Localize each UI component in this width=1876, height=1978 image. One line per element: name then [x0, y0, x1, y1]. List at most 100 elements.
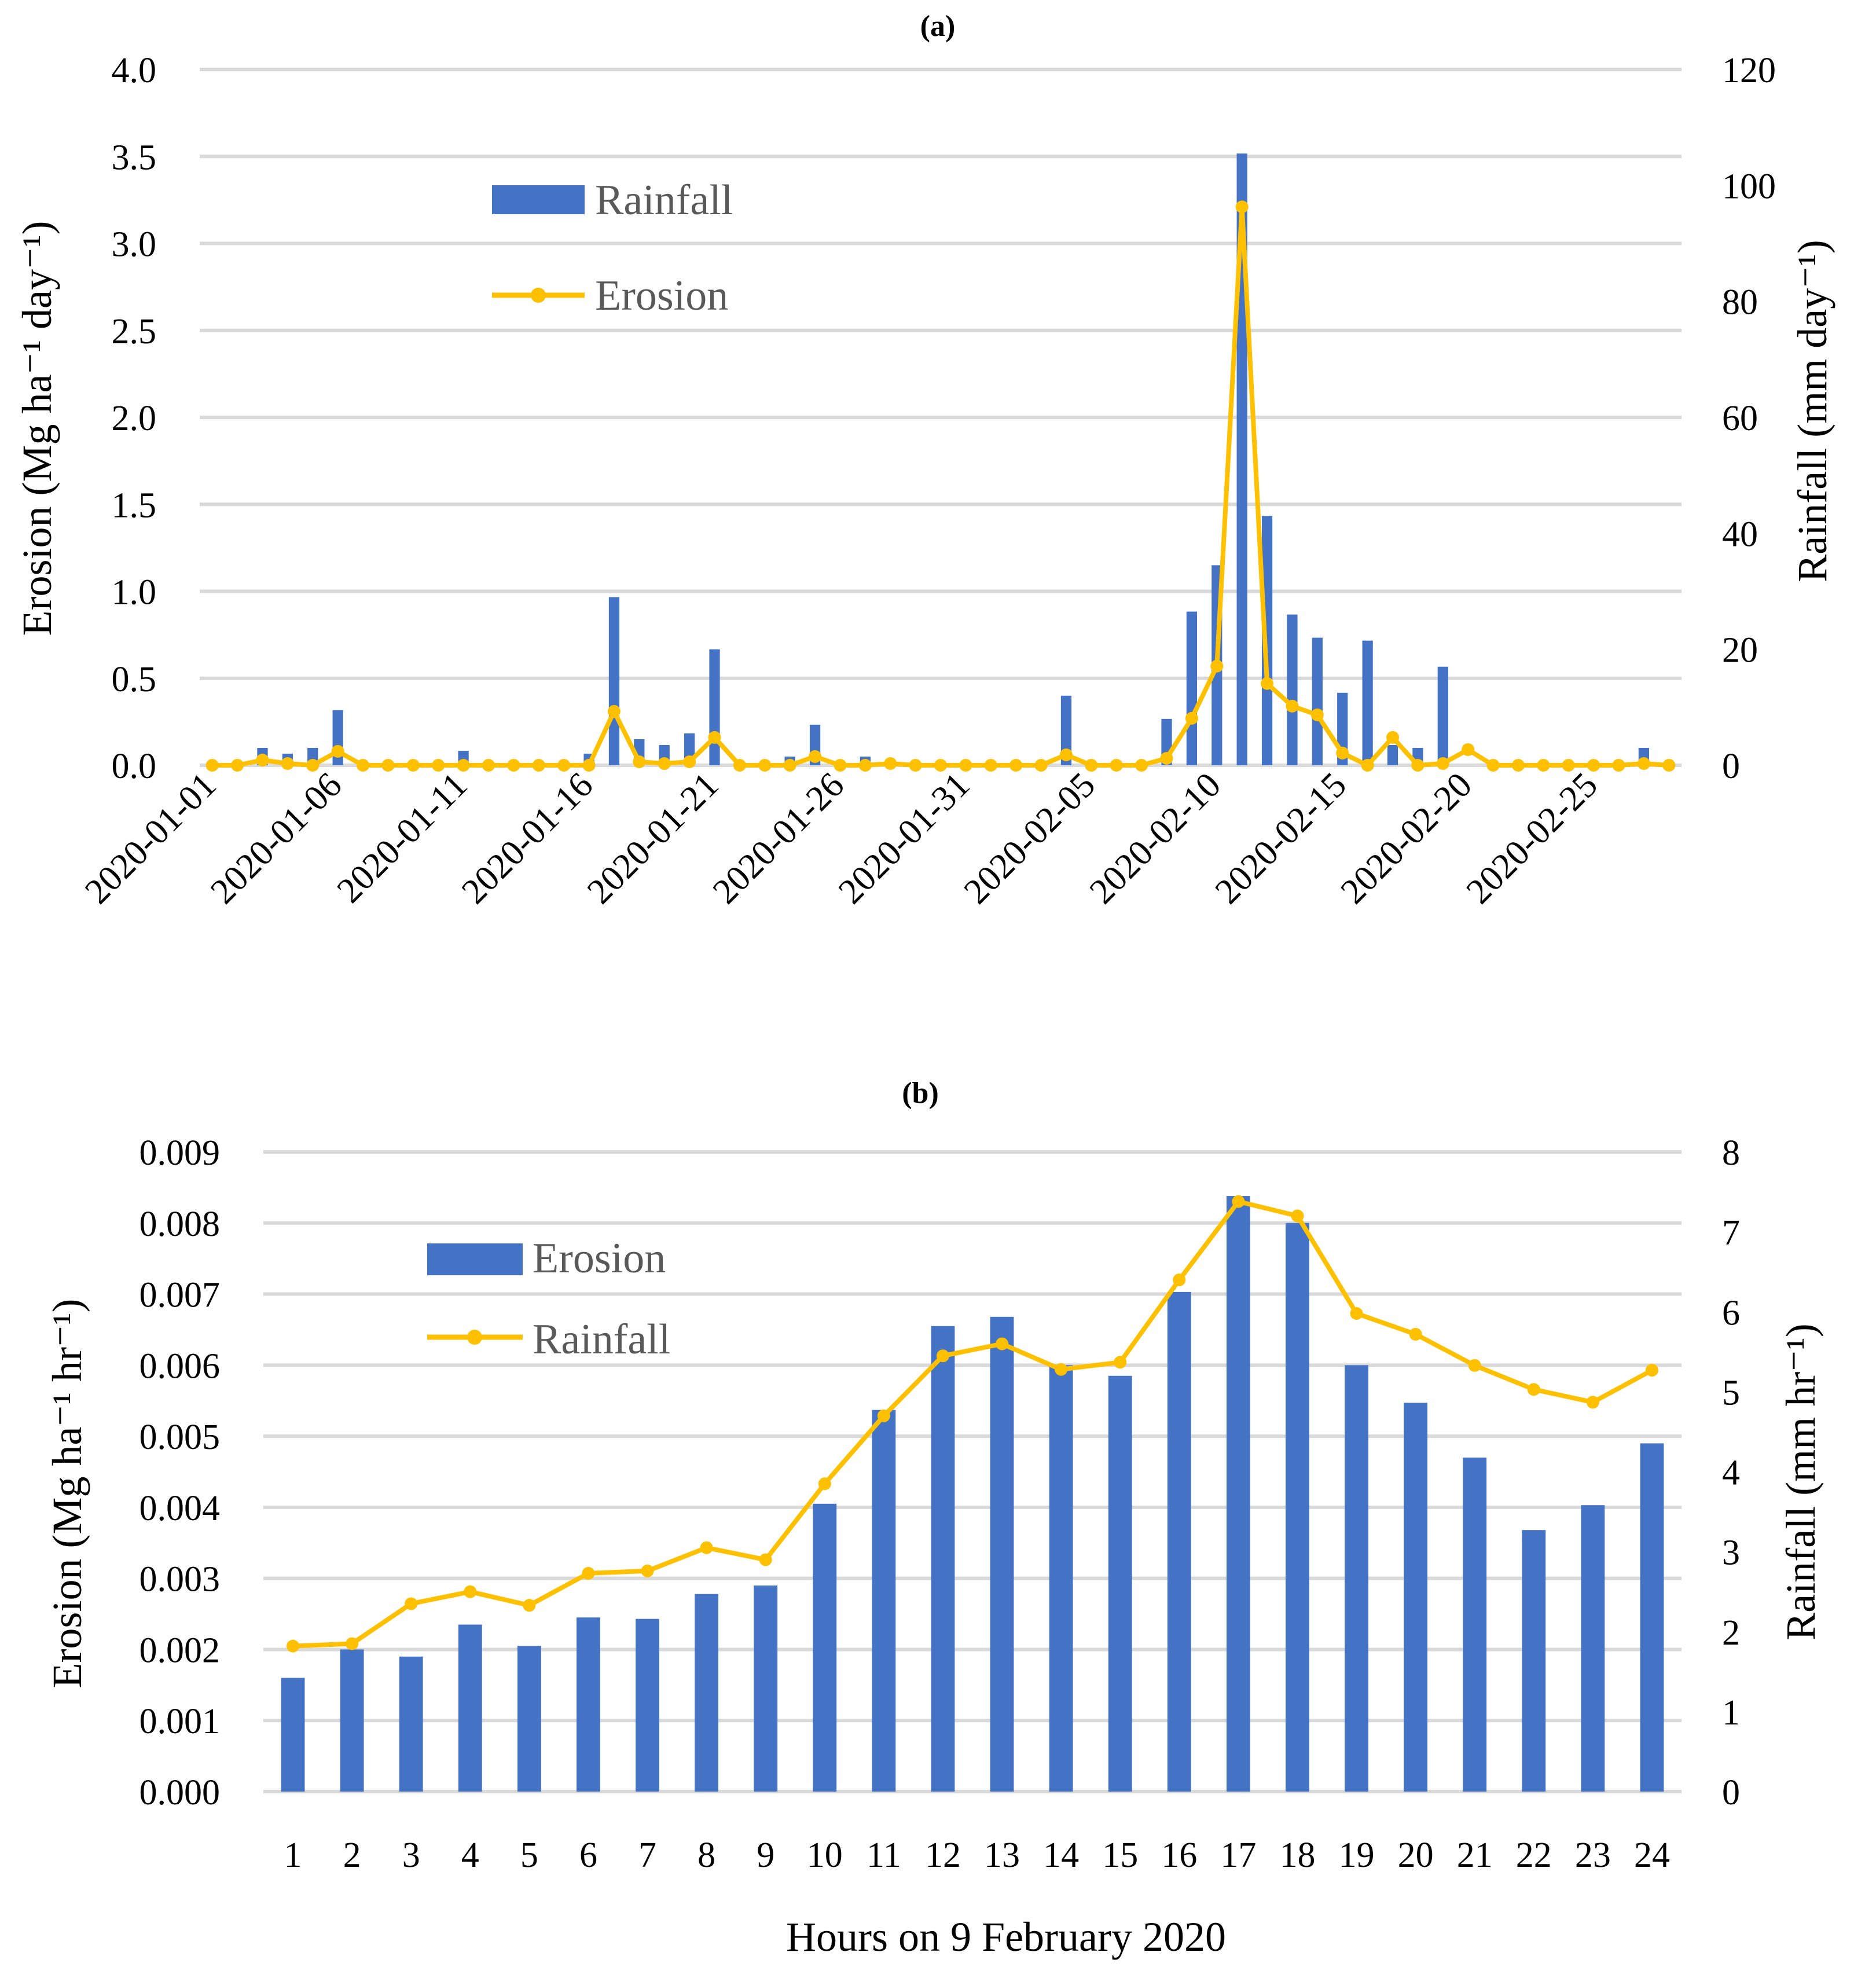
rainfall-point: [1468, 1359, 1481, 1372]
erosion-bar: [1640, 1443, 1664, 1792]
right-tick-label: 100: [1722, 167, 1776, 206]
right-tick-label: 0: [1722, 1773, 1740, 1812]
erosion-bar: [813, 1503, 837, 1792]
erosion-point: [858, 759, 872, 772]
erosion-point: [934, 759, 947, 772]
rainfall-point: [759, 1553, 772, 1566]
x-tick-label: 2020-01-31: [831, 765, 978, 912]
erosion-point: [1361, 759, 1374, 772]
erosion-point: [1486, 759, 1500, 772]
x-tick-label: 2020-01-26: [706, 765, 852, 912]
right-tick-label: 3: [1722, 1533, 1740, 1573]
x-tick-label: 2020-02-10: [1082, 765, 1229, 912]
erosion-bar: [458, 1624, 482, 1792]
erosion-bar: [695, 1594, 719, 1792]
erosion-bar: [1581, 1505, 1605, 1792]
left-tick-label: 0.000: [139, 1773, 221, 1812]
erosion-point: [256, 753, 269, 766]
left-tick-label: 3.5: [112, 138, 157, 177]
erosion-bar: [931, 1326, 955, 1792]
rainfall-point: [1291, 1209, 1304, 1223]
x-tick-label: 5: [520, 1836, 538, 1875]
erosion-point: [532, 759, 545, 772]
panel-a-legend: Rainfall Erosion: [492, 177, 733, 320]
erosion-point: [231, 759, 244, 772]
x-tick-label: 16: [1161, 1836, 1197, 1875]
erosion-point: [1637, 757, 1650, 770]
erosion-bar: [990, 1316, 1014, 1792]
x-tick-label: 7: [638, 1836, 656, 1875]
erosion-bar: [1049, 1365, 1073, 1792]
erosion-bar: [1345, 1365, 1368, 1792]
erosion-point: [1562, 759, 1575, 772]
rainfall-point: [405, 1597, 418, 1610]
rainfall-point: [1173, 1274, 1186, 1286]
rainfall-point: [818, 1477, 831, 1491]
left-tick-label: 0.003: [139, 1560, 221, 1599]
x-tick-label: 9: [757, 1836, 774, 1875]
erosion-point: [557, 759, 571, 772]
erosion-bar: [517, 1646, 541, 1792]
panel-a-gridlines: [200, 68, 1682, 767]
erosion-point: [281, 757, 294, 770]
rainfall-point: [936, 1349, 949, 1363]
right-tick-label: 20: [1722, 631, 1758, 670]
right-tick-label: 8: [1722, 1133, 1740, 1173]
rainfall-point: [582, 1566, 595, 1580]
left-tick-label: 0.009: [139, 1133, 221, 1173]
panel-b-right-axis-ticks: 0 1 2 3 4 5 6 7 8: [1722, 1133, 1740, 1812]
x-tick-label: 14: [1043, 1836, 1079, 1875]
panel-a-left-axis-ticks: 0.0 0.5 1.0 1.5 2.0 2.5 3.0 3.5 4.0: [112, 51, 157, 786]
erosion-bar: [340, 1649, 364, 1792]
x-tick-label: 23: [1575, 1836, 1611, 1875]
x-tick-label: 20: [1398, 1836, 1434, 1875]
rainfall-point: [1586, 1396, 1599, 1409]
erosion-point: [683, 755, 696, 768]
erosion-bar: [1522, 1530, 1546, 1792]
right-tick-label: 40: [1722, 515, 1758, 554]
erosion-point: [658, 757, 671, 770]
x-tick-label: 8: [697, 1836, 715, 1875]
erosion-point: [1511, 759, 1525, 772]
x-tick-label: 24: [1634, 1836, 1670, 1875]
erosion-point: [1261, 677, 1274, 690]
right-tick-label: 80: [1722, 283, 1758, 322]
erosion-point: [1210, 659, 1224, 673]
x-tick-label: 2020-01-01: [78, 765, 224, 912]
x-tick-label: 15: [1102, 1836, 1138, 1875]
x-tick-label: 2020-01-11: [329, 765, 475, 911]
erosion-bar: [1463, 1457, 1487, 1792]
right-tick-label: 7: [1722, 1213, 1740, 1253]
x-tick-label: 12: [925, 1836, 961, 1875]
x-tick-label: 17: [1220, 1836, 1256, 1875]
rainfall-point: [1527, 1383, 1540, 1396]
panel-a-x-axis-ticks: 2020-01-012020-01-062020-01-112020-01-16…: [78, 765, 1605, 912]
rainfall-bar: [1060, 695, 1072, 765]
rainfall-point: [464, 1585, 477, 1598]
x-tick-label: 22: [1516, 1836, 1552, 1875]
rainfall-point: [1114, 1356, 1127, 1369]
x-tick-label: 1: [284, 1836, 302, 1875]
erosion-point: [457, 759, 470, 772]
panel-b-right-axis-label: Rainfall (mm hr⁻¹): [1778, 1323, 1824, 1640]
panel-a-rainfall-bars: [257, 153, 1650, 765]
erosion-bar: [872, 1410, 896, 1792]
legend-erosion-label: Erosion: [595, 272, 728, 320]
erosion-bar: [1108, 1375, 1132, 1792]
left-tick-label: 1.5: [112, 486, 157, 525]
panel-b-left-axis-ticks: 0.000 0.001 0.002 0.003 0.004 0.005 0.006 0.007…: [139, 1133, 221, 1812]
x-tick-label: 2020-02-20: [1333, 765, 1479, 912]
erosion-point: [1336, 746, 1349, 759]
legend-erosion-swatch-marker: [531, 288, 546, 303]
x-tick-label: 2020-02-05: [957, 765, 1103, 912]
erosion-point: [482, 759, 495, 772]
rainfall-bar: [709, 649, 720, 765]
erosion-point: [306, 759, 320, 772]
x-tick-label: 10: [807, 1836, 843, 1875]
rainfall-point: [641, 1564, 654, 1577]
x-tick-label: 6: [579, 1836, 597, 1875]
x-tick-label: 2: [343, 1836, 361, 1875]
erosion-point: [884, 757, 897, 770]
erosion-point: [1310, 708, 1324, 721]
